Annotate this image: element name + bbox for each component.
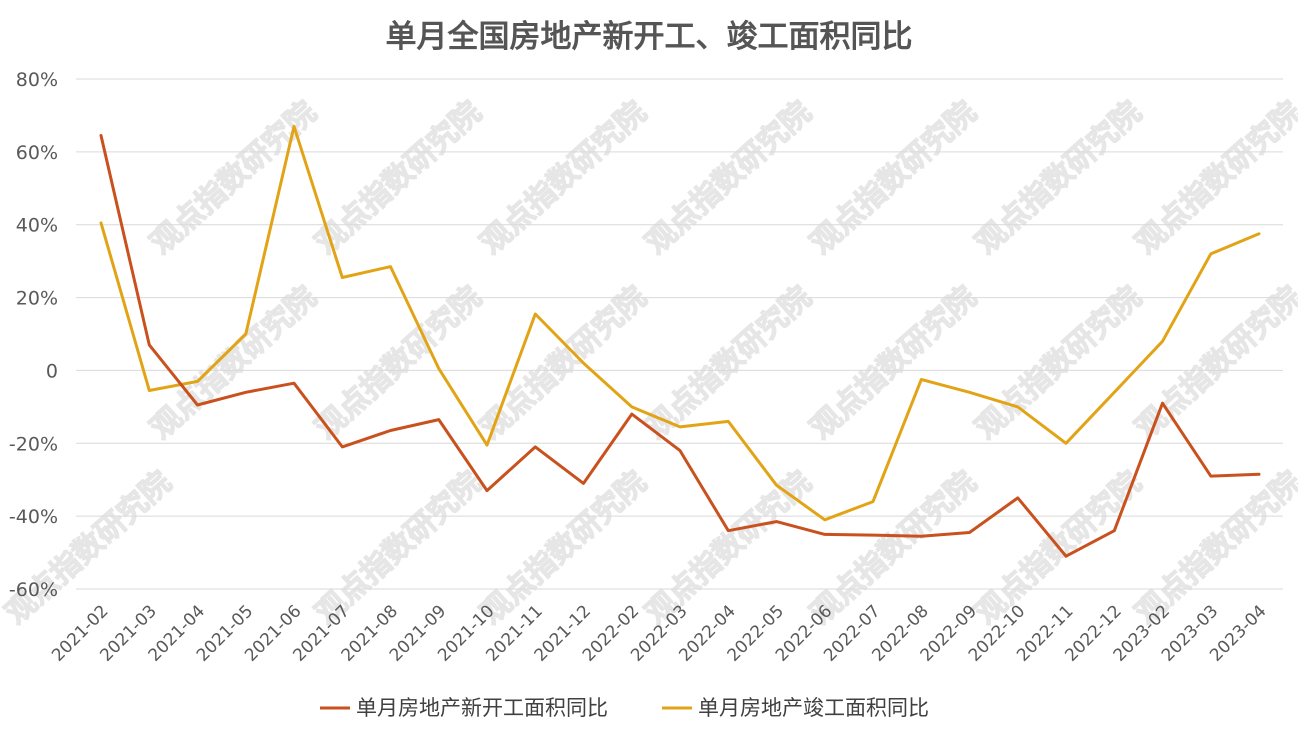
watermark-text: 观点指数研究院 bbox=[0, 465, 178, 632]
gridlines bbox=[76, 78, 1283, 590]
y-tick-label: 60% bbox=[16, 142, 58, 164]
series-line-completions bbox=[99, 124, 1261, 522]
series-lines bbox=[99, 124, 1261, 558]
watermark-text: 观点指数研究院 bbox=[639, 95, 818, 262]
legend-label-completions: 单月房地产竣工面积同比 bbox=[698, 696, 929, 720]
y-tick-label: 0 bbox=[46, 360, 58, 382]
y-tick-label: -60% bbox=[9, 579, 58, 601]
watermark-text: 观点指数研究院 bbox=[309, 280, 488, 447]
watermark-text: 观点指数研究院 bbox=[474, 95, 653, 262]
y-axis-ticks: 80% 60% 40% 20% 0 -20% -40% -60% bbox=[9, 69, 58, 601]
chart-title: 单月全国房地产新开工、竣工面积同比 bbox=[386, 19, 913, 55]
legend-label-new-starts: 单月房地产新开工面积同比 bbox=[356, 696, 608, 720]
watermark-text: 观点指数研究院 bbox=[144, 95, 323, 262]
watermark-text: 观点指数研究院 bbox=[1129, 95, 1298, 262]
legend: 单月房地产新开工面积同比 单月房地产竣工面积同比 bbox=[320, 696, 929, 720]
watermark-layer: 观点指数研究院观点指数研究院观点指数研究院观点指数研究院观点指数研究院观点指数研… bbox=[0, 94, 1298, 632]
watermark-text: 观点指数研究院 bbox=[309, 95, 488, 262]
series-line-new-starts bbox=[99, 134, 1261, 558]
y-tick-label: -40% bbox=[9, 506, 58, 528]
watermark-text: 观点指数研究院 bbox=[969, 95, 1148, 262]
watermark-text: 观点指数研究院 bbox=[804, 465, 983, 632]
watermark-text: 观点指数研究院 bbox=[804, 95, 983, 262]
y-tick-label: 20% bbox=[16, 288, 58, 310]
watermark-text: 观点指数研究院 bbox=[804, 280, 983, 447]
watermark-text: 观点指数研究院 bbox=[144, 280, 323, 447]
y-tick-label: 80% bbox=[16, 69, 58, 91]
watermark-text: 观点指数研究院 bbox=[969, 280, 1148, 447]
y-tick-label: 40% bbox=[16, 215, 58, 237]
y-tick-label: -20% bbox=[9, 433, 58, 455]
